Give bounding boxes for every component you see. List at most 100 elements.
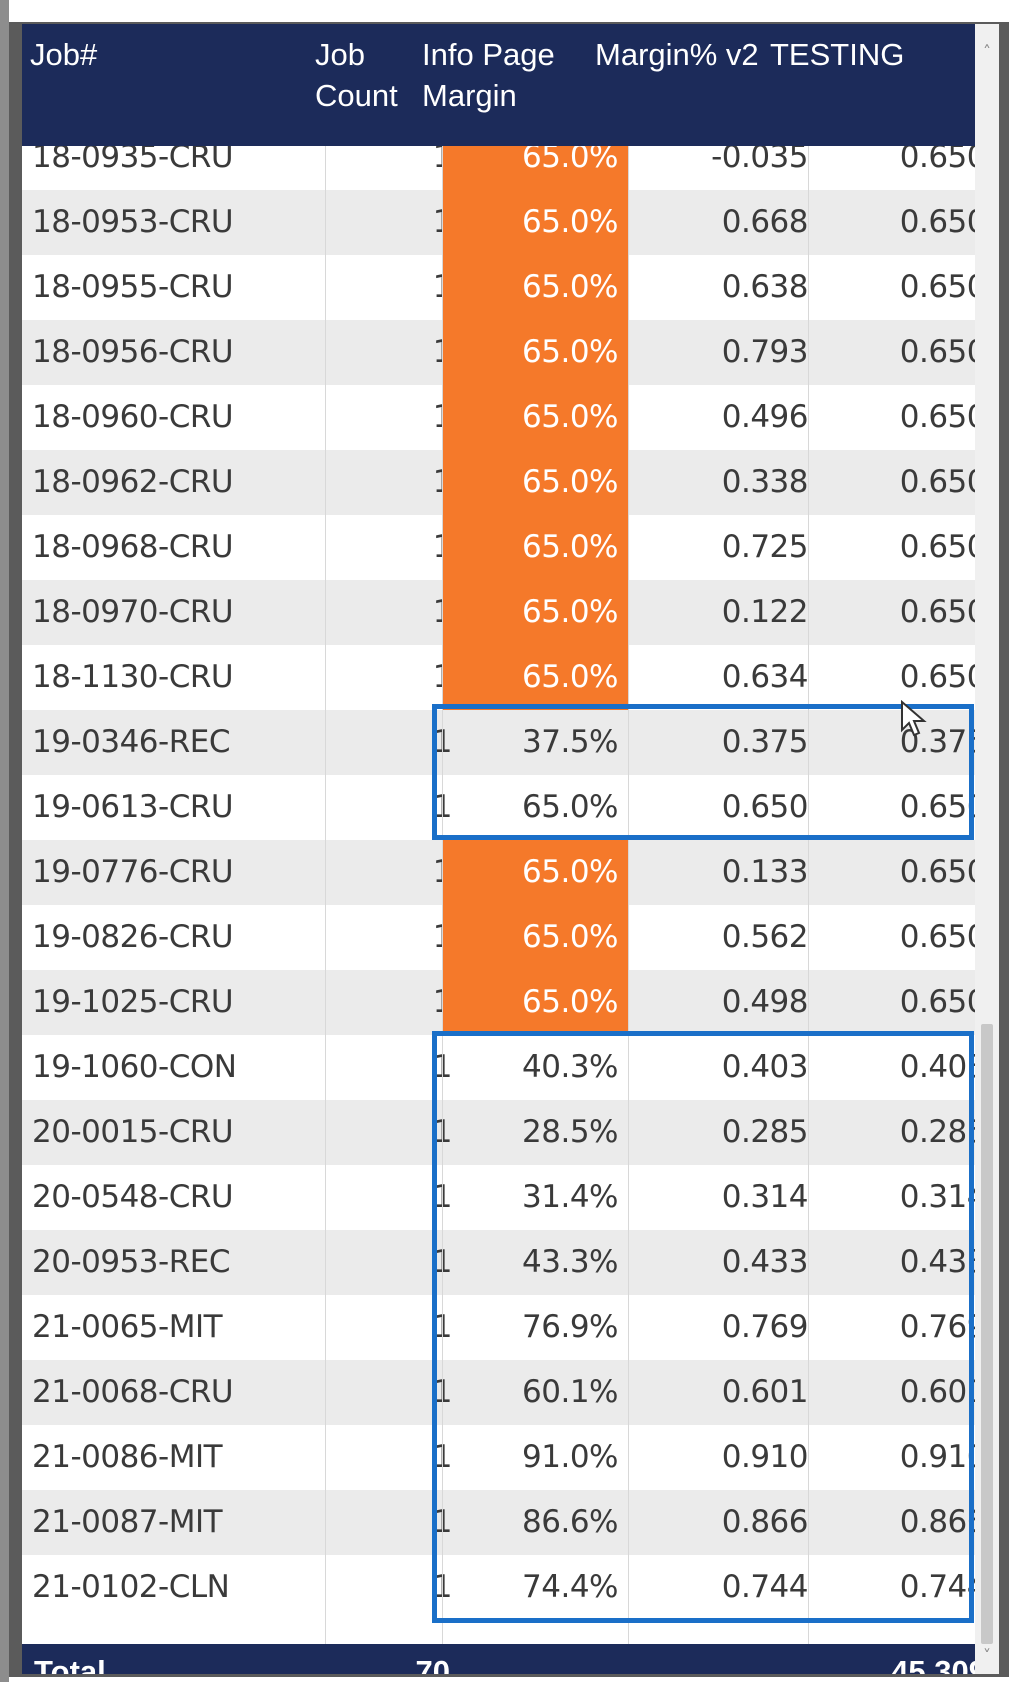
table-row[interactable]: 18-0956-CRU 165.0% 0.793 0.650 <box>22 320 975 385</box>
cell-info-page-margin: 74.4% <box>522 1569 618 1605</box>
cell-job-count: 1 <box>322 970 453 1035</box>
header-job-count-line1: Job <box>315 37 365 72</box>
cell-job: 19-1025-CRU <box>32 984 234 1020</box>
cell-info-page-margin: 65.0% <box>442 146 628 190</box>
cell-info-page-margin: 91.0% <box>522 1439 618 1475</box>
cell-info-page-margin: 86.6% <box>522 1504 618 1540</box>
cell-testing: 0.650 <box>899 789 975 825</box>
header-job[interactable]: Job# <box>30 37 98 72</box>
cell-margin-v2: 0.375 <box>721 724 809 760</box>
cell-info-page-margin: 65.0% <box>442 450 628 515</box>
cell-margin-v2: 0.638 <box>721 269 809 305</box>
cell-testing: 0.650 <box>899 529 975 565</box>
table-row[interactable]: 18-0955-CRU 165.0% 0.638 0.650 <box>22 255 975 320</box>
cell-job: 21-0087-MIT <box>32 1504 223 1540</box>
cell-testing: 0.650 <box>899 854 975 890</box>
cell-info-page-margin: 43.3% <box>522 1244 618 1280</box>
cell-job: 18-0956-CRU <box>32 334 234 370</box>
cell-info-page-margin: 37.5% <box>522 724 618 760</box>
cell-testing: 0.650 <box>899 269 975 305</box>
cell-margin-v2: 0.338 <box>721 464 809 500</box>
window-edge <box>0 0 9 1682</box>
header-testing[interactable]: TESTING <box>770 37 905 72</box>
chevron-down-icon[interactable]: ˅ <box>983 1646 991 1665</box>
cell-info-page-margin: 65.0% <box>442 645 628 710</box>
table-row[interactable]: 18-0968-CRU 165.0% 0.725 0.650 <box>22 515 975 580</box>
cell-job: 21-0102-CLN <box>32 1569 230 1605</box>
table-body: 18-0935-CRU165.0%-0.0350.65018-0953-CRU1… <box>22 146 975 1644</box>
annotation-box <box>432 704 974 840</box>
header-margin-v2[interactable]: Margin% v2 <box>595 37 759 72</box>
chevron-up-icon[interactable]: ˄ <box>983 42 991 61</box>
cell-job-count: 1 <box>322 580 453 645</box>
table-visual: Job# Job Count Info Page Margin Margin% … <box>22 24 975 1674</box>
cell-testing: 0.866 <box>899 1504 975 1540</box>
cell-job: 21-0086-MIT <box>32 1439 223 1475</box>
table-row[interactable]: 18-0962-CRU 165.0% 0.338 0.650 <box>22 450 975 515</box>
table-row[interactable]: 19-0776-CRU 165.0% 0.133 0.650 <box>22 840 975 905</box>
table-row[interactable]: 19-1025-CRU 165.0% 0.498 0.650 <box>22 970 975 1035</box>
cell-job: 21-0065-MIT <box>32 1309 223 1345</box>
table-row[interactable]: 18-0960-CRU 165.0% 0.496 0.650 <box>22 385 975 450</box>
table-header: Job# Job Count Info Page Margin Margin% … <box>22 24 975 146</box>
cell-testing: 0.650 <box>899 399 975 435</box>
table-row[interactable]: 19-0826-CRU 165.0% 0.562 0.650 <box>22 905 975 970</box>
cell-job-count: 1 <box>322 905 453 970</box>
header-info-line1: Info Page <box>422 37 555 72</box>
cell-testing: 0.433 <box>899 1244 975 1280</box>
cell-testing: 0.650 <box>899 204 975 240</box>
column-divider <box>325 146 326 1644</box>
cell-info-page-margin: 40.3% <box>522 1049 618 1085</box>
cell-testing: 0.601 <box>899 1374 975 1410</box>
cell-margin-v2: 0.744 <box>721 1569 809 1605</box>
cell-margin-v2: 0.133 <box>721 854 809 890</box>
table-row[interactable]: 18-1130-CRU 165.0% 0.634 0.650 <box>22 645 975 710</box>
scrollbar-thumb[interactable] <box>981 1024 993 1644</box>
cell-job: 18-0968-CRU <box>32 529 234 565</box>
cell-margin-v2: 0.793 <box>721 334 809 370</box>
cell-job: 19-0346-REC <box>32 724 230 760</box>
cell-margin-v2: 0.601 <box>721 1374 809 1410</box>
cell-job: 19-0826-CRU <box>32 919 234 955</box>
cell-info-page-margin: 60.1% <box>522 1374 618 1410</box>
cell-margin-v2: 0.403 <box>721 1049 809 1085</box>
cell-info-page-margin: 31.4% <box>522 1179 618 1215</box>
cell-info-page-margin: 65.0% <box>522 789 618 825</box>
cell-info-page-margin: 65.0% <box>442 190 628 255</box>
top-margin <box>9 0 1018 22</box>
cell-margin-v2: -0.035 <box>711 146 808 175</box>
cell-info-page-margin: 65.0% <box>442 970 628 1035</box>
vertical-scrollbar[interactable]: ˄ ˅ <box>975 24 999 1674</box>
cell-job: 20-0015-CRU <box>32 1114 234 1150</box>
header-job-count[interactable]: Job Count <box>315 34 398 116</box>
cell-margin-v2: 0.634 <box>721 659 809 695</box>
cell-margin-v2: 0.496 <box>721 399 809 435</box>
cell-job-count: 1 <box>322 645 453 710</box>
cell-info-page-margin: 65.0% <box>442 515 628 580</box>
table-row[interactable]: 18-0970-CRU 165.0% 0.122 0.650 <box>22 580 975 645</box>
cell-info-page-margin: 28.5% <box>522 1114 618 1150</box>
cell-info-page-margin: 65.0% <box>442 320 628 385</box>
cell-testing: 0.769 <box>899 1309 975 1345</box>
cell-info-page-margin: 65.0% <box>442 255 628 320</box>
cell-info-page-margin: 65.0% <box>442 840 628 905</box>
table-row[interactable]: 18-0953-CRU 165.0% 0.668 0.650 <box>22 190 975 255</box>
cell-testing: 0.650 <box>899 594 975 630</box>
cell-margin-v2: 0.910 <box>721 1439 809 1475</box>
table-row[interactable]: 18-0935-CRU 165.0% -0.035 0.650 <box>22 146 975 190</box>
column-divider <box>442 146 443 1644</box>
cell-job: 20-0548-CRU <box>32 1179 234 1215</box>
cell-margin-v2: 0.433 <box>721 1244 809 1280</box>
header-info-page-margin[interactable]: Info Page Margin <box>422 34 555 116</box>
cell-info-page-margin: 76.9% <box>522 1309 618 1345</box>
